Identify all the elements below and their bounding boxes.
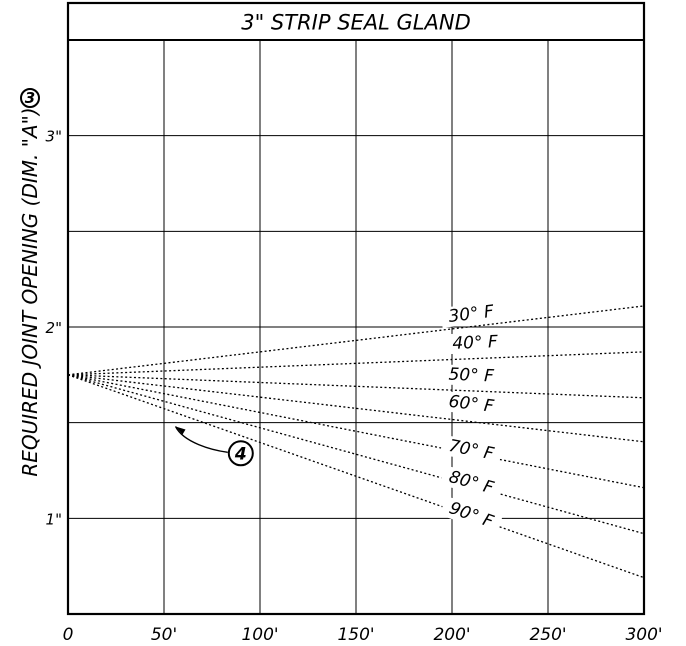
x-tick-label: 0: [63, 625, 74, 645]
x-tick-label: 150': [337, 625, 374, 645]
annotation-arrow: [174, 426, 228, 453]
series-label: 30° F: [448, 302, 496, 327]
series-line: [67, 374, 645, 399]
x-tick-label: 250': [529, 625, 566, 645]
series-label: 80° F: [447, 467, 496, 498]
annotation-number: 4: [234, 444, 247, 464]
series-label-background: [440, 390, 503, 418]
series-line: [67, 351, 645, 376]
y-tick-label: 2": [46, 319, 62, 337]
series-lines: [67, 305, 645, 579]
y-tick-labels: 1" 2" 3": [46, 128, 62, 529]
x-tick-label: 200': [433, 625, 470, 645]
series-label-background: [439, 434, 503, 466]
plot-frame: [66, 1, 646, 616]
series-label: 90° F: [447, 498, 497, 532]
series-label: 60° F: [448, 392, 496, 417]
series-label-background: [444, 331, 506, 355]
series-label-background: [440, 300, 503, 328]
x-tick-label: 50': [151, 625, 177, 645]
annotation-circle: [227, 440, 254, 467]
x-tick-label: 100': [241, 625, 278, 645]
y-axis-label-group: REQUIRED JOINT OPENING (DIM. "A") 3: [18, 88, 42, 477]
grid: [68, 40, 644, 614]
x-tick-labels: 0 50' 100' 150' 200' 250' 300': [63, 625, 663, 645]
series-line: [67, 374, 645, 535]
note-callout-number: 3: [25, 89, 35, 107]
series-line: [67, 374, 645, 489]
annotation-arrowhead: [175, 426, 186, 435]
series-labels: 30° F 40° F 50° F 60° F 70° F 80° F90° F: [439, 300, 506, 535]
series-label: 50° F: [448, 365, 494, 387]
series-label-background: [439, 465, 503, 501]
series-label-background: [439, 495, 503, 535]
y-tick-label: 1": [46, 510, 62, 528]
note-callout-circle: [20, 88, 40, 108]
series-label: 40° F: [452, 332, 498, 354]
x-tick-label: 300': [625, 625, 662, 645]
series-label-background: [440, 364, 502, 387]
annotation: 4: [174, 426, 254, 467]
series-label: 70° F: [447, 436, 496, 464]
series-line: [67, 374, 645, 579]
y-tick-label: 3": [46, 128, 62, 146]
chart-title: 3" STRIP SEAL GLAND: [241, 11, 471, 35]
y-axis-label: REQUIRED JOINT OPENING (DIM. "A"): [18, 107, 42, 476]
